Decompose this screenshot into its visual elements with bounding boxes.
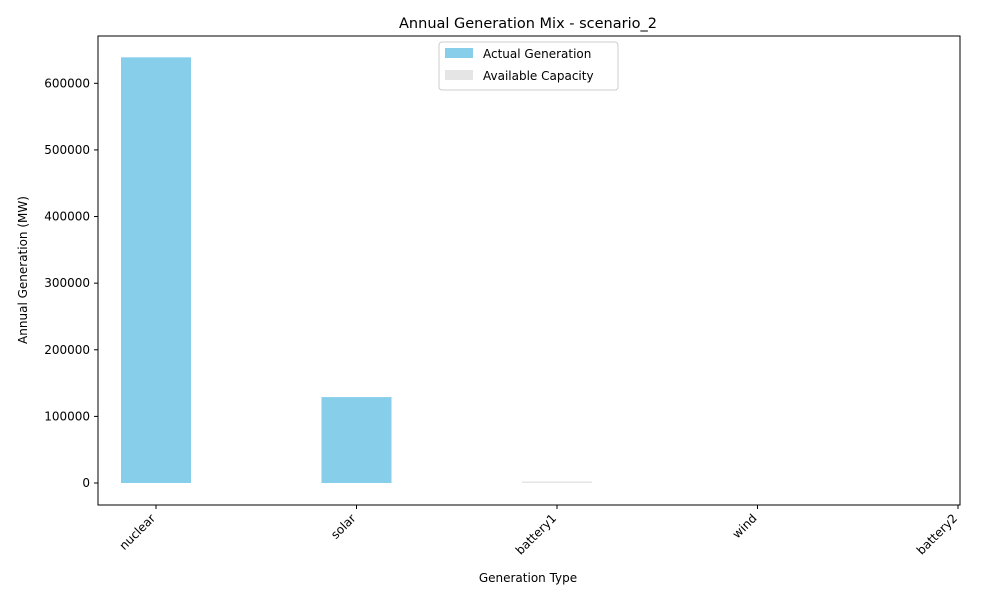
bar-actual-solar: [321, 397, 392, 484]
plot-area: [98, 36, 960, 505]
x-tick-label-battery2: battery2: [914, 511, 960, 557]
x-axis-label: Generation Type: [479, 571, 577, 585]
y-axis-label: Annual Generation (MW): [16, 196, 30, 344]
y-tick-label: 400000: [44, 210, 90, 224]
bars-group: [121, 57, 592, 484]
bar-capacity-battery1: [522, 481, 592, 484]
legend-label-actual: Actual Generation: [483, 47, 591, 61]
y-tick-label: 0: [82, 476, 90, 490]
y-tick-label: 500000: [44, 143, 90, 157]
chart-title: Annual Generation Mix - scenario_2: [399, 16, 657, 32]
y-tick-label: 100000: [44, 409, 90, 423]
y-tick-label: 300000: [44, 276, 90, 290]
legend: Actual Generation Available Capacity: [438, 41, 619, 91]
y-tick-label: 200000: [44, 343, 90, 357]
legend-swatch-capacity: [445, 70, 473, 80]
y-ticks-group: 0 100000 200000 300000 400000 500000 600000: [44, 76, 98, 490]
x-tick-label-solar: solar: [328, 511, 359, 542]
x-ticks-group: nuclear solar battery1 wind battery2: [117, 505, 960, 557]
y-tick-label: 600000: [44, 76, 90, 90]
bar-actual-nuclear: [121, 57, 191, 484]
legend-label-capacity: Available Capacity: [483, 69, 594, 83]
axes-group: [97, 35, 961, 506]
x-tick-label-wind: wind: [730, 511, 760, 541]
legend-swatch-actual: [445, 48, 473, 58]
x-tick-label-nuclear: nuclear: [117, 511, 159, 553]
plot-frame: [97, 35, 961, 506]
x-tick-label-battery1: battery1: [513, 511, 559, 557]
legend-frame: [438, 41, 619, 91]
